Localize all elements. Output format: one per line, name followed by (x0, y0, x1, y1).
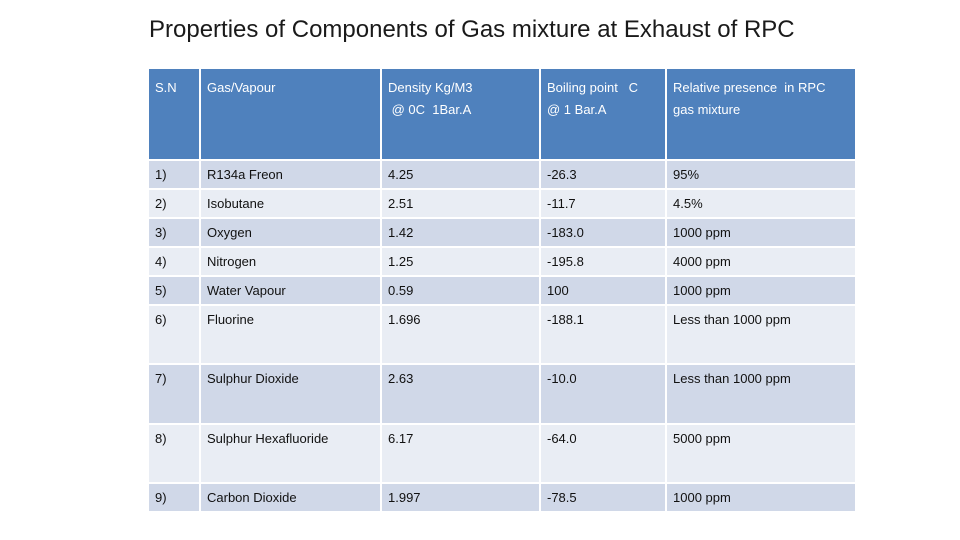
cell-gas: R134a Freon (201, 161, 382, 190)
cell-sn: 9) (149, 484, 201, 511)
cell-density: 0.59 (382, 277, 541, 306)
cell-relative-presence: 1000 ppm (667, 277, 855, 306)
header-density-line1: Density Kg/M3 (388, 80, 473, 95)
header-boiling-point: Boiling point C @ 1 Bar.A (541, 69, 667, 161)
cell-boiling-point: -10.0 (541, 365, 667, 425)
cell-density: 1.997 (382, 484, 541, 511)
cell-sn: 8) (149, 425, 201, 484)
cell-relative-presence: Less than 1000 ppm (667, 306, 855, 365)
cell-relative-presence: 1000 ppm (667, 484, 855, 511)
header-density-line2: @ 0C 1Bar.A (388, 102, 472, 117)
cell-sn: 4) (149, 248, 201, 277)
cell-boiling-point: -188.1 (541, 306, 667, 365)
header-presence-line1: Relative presence in RPC (673, 80, 826, 95)
cell-gas: Water Vapour (201, 277, 382, 306)
table-row: 7) Sulphur Dioxide 2.63 -10.0 Less than … (149, 365, 855, 425)
cell-density: 6.17 (382, 425, 541, 484)
header-sn: S.N (149, 69, 201, 161)
cell-boiling-point: -78.5 (541, 484, 667, 511)
cell-boiling-point: -11.7 (541, 190, 667, 219)
cell-sn: 7) (149, 365, 201, 425)
cell-boiling-point: -183.0 (541, 219, 667, 248)
cell-density: 1.25 (382, 248, 541, 277)
table-row: 8) Sulphur Hexafluoride 6.17 -64.0 5000 … (149, 425, 855, 484)
header-density: Density Kg/M3 @ 0C 1Bar.A (382, 69, 541, 161)
table-row: 4) Nitrogen 1.25 -195.8 4000 ppm (149, 248, 855, 277)
cell-relative-presence: 1000 ppm (667, 219, 855, 248)
cell-gas: Isobutane (201, 190, 382, 219)
cell-relative-presence: 5000 ppm (667, 425, 855, 484)
cell-boiling-point: -64.0 (541, 425, 667, 484)
table-row: 5) Water Vapour 0.59 100 1000 ppm (149, 277, 855, 306)
cell-gas: Sulphur Dioxide (201, 365, 382, 425)
gas-properties-table: S.N Gas/Vapour Density Kg/M3 @ 0C 1Bar.A… (149, 69, 855, 511)
cell-boiling-point: -195.8 (541, 248, 667, 277)
cell-relative-presence: Less than 1000 ppm (667, 365, 855, 425)
header-boiling-line1: Boiling point C (547, 80, 639, 95)
cell-gas: Oxygen (201, 219, 382, 248)
table-row: 2) Isobutane 2.51 -11.7 4.5% (149, 190, 855, 219)
header-relative-presence: Relative presence in RPC gas mixture (667, 69, 855, 161)
cell-sn: 3) (149, 219, 201, 248)
header-presence-line2: gas mixture (673, 102, 741, 117)
cell-density: 1.42 (382, 219, 541, 248)
header-boiling-line2: @ 1 Bar.A (547, 102, 607, 117)
table-row: 1) R134a Freon 4.25 -26.3 95% (149, 161, 855, 190)
cell-density: 4.25 (382, 161, 541, 190)
table-row: 3) Oxygen 1.42 -183.0 1000 ppm (149, 219, 855, 248)
header-gas-line1: Gas/Vapour (207, 80, 276, 95)
cell-boiling-point: -26.3 (541, 161, 667, 190)
cell-sn: 2) (149, 190, 201, 219)
cell-sn: 6) (149, 306, 201, 365)
cell-sn: 5) (149, 277, 201, 306)
cell-relative-presence: 4000 ppm (667, 248, 855, 277)
cell-gas: Sulphur Hexafluoride (201, 425, 382, 484)
cell-boiling-point: 100 (541, 277, 667, 306)
table-header-row: S.N Gas/Vapour Density Kg/M3 @ 0C 1Bar.A… (149, 69, 855, 161)
cell-sn: 1) (149, 161, 201, 190)
header-gas-vapour: Gas/Vapour (201, 69, 382, 161)
cell-gas: Nitrogen (201, 248, 382, 277)
cell-relative-presence: 95% (667, 161, 855, 190)
cell-relative-presence: 4.5% (667, 190, 855, 219)
cell-density: 1.696 (382, 306, 541, 365)
slide-title: Properties of Components of Gas mixture … (149, 16, 795, 43)
cell-density: 2.63 (382, 365, 541, 425)
table-row: 9) Carbon Dioxide 1.997 -78.5 1000 ppm (149, 484, 855, 511)
table-row: 6) Fluorine 1.696 -188.1 Less than 1000 … (149, 306, 855, 365)
cell-gas: Fluorine (201, 306, 382, 365)
header-sn-line1: S.N (155, 80, 177, 95)
cell-density: 2.51 (382, 190, 541, 219)
cell-gas: Carbon Dioxide (201, 484, 382, 511)
